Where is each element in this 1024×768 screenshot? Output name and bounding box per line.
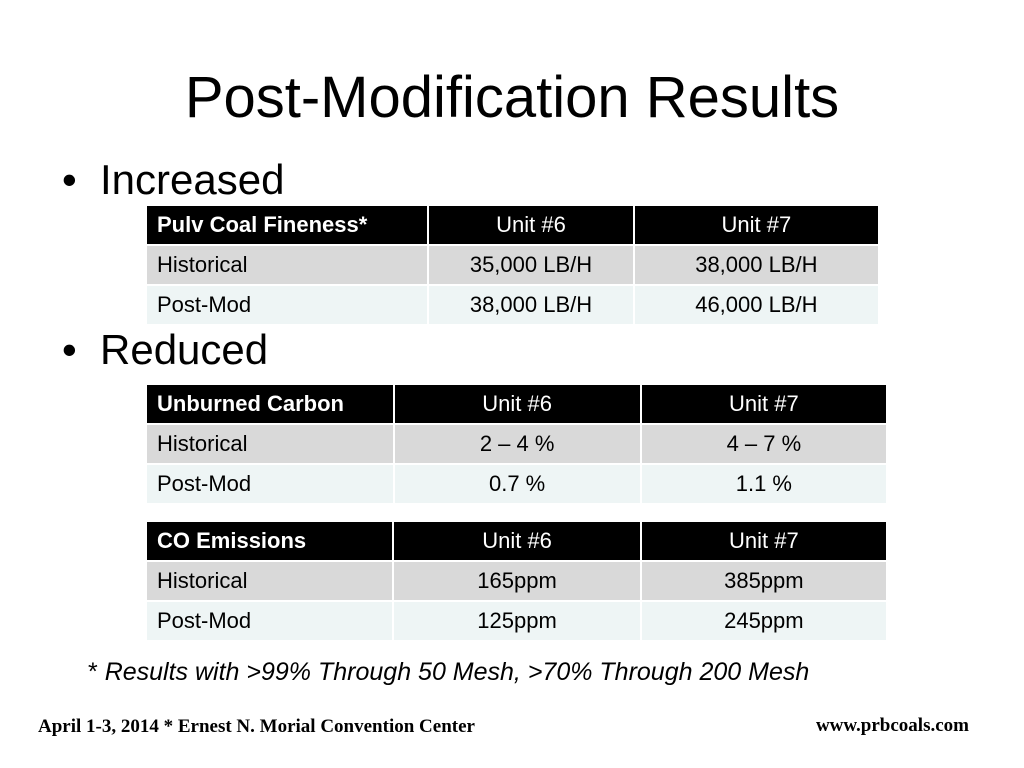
- row-label: Historical: [144, 244, 430, 286]
- table-cell: 46,000 LB/H: [632, 284, 881, 326]
- header-cell: Unit #6: [427, 204, 635, 246]
- table-cell: 245ppm: [639, 600, 889, 642]
- bullet-label: Increased: [100, 156, 285, 203]
- footnote-text: Results with >99% Through 50 Mesh, >70% …: [104, 658, 810, 686]
- bullet-marker: •: [62, 326, 77, 373]
- header-cell: Unit #7: [639, 520, 889, 562]
- slide-title: Post-Modification Results: [184, 65, 840, 130]
- bullet-increased: • Increased: [62, 155, 284, 205]
- table-row: Historical 2 – 4 % 4 – 7 %: [145, 423, 889, 465]
- bullet-label: Reduced: [100, 326, 269, 373]
- table-row: Post-Mod 0.7 % 1.1 %: [145, 463, 889, 505]
- header-cell: Unburned Carbon: [145, 383, 395, 425]
- row-label: Post-Mod: [145, 463, 395, 505]
- table-header-row: CO Emissions Unit #6 Unit #7: [144, 520, 889, 562]
- table-cell: 125ppm: [392, 600, 642, 642]
- header-cell: Unit #7: [639, 383, 889, 425]
- table-row: Historical 35,000 LB/H 38,000 LB/H: [144, 244, 881, 286]
- header-cell: CO Emissions: [144, 520, 395, 562]
- header-cell: Unit #7: [632, 204, 881, 246]
- footer-website: www.prbcoals.com: [815, 715, 969, 736]
- header-cell: Unit #6: [392, 383, 642, 425]
- table-row: Post-Mod 125ppm 245ppm: [144, 600, 889, 642]
- table-cell: 0.7 %: [392, 463, 642, 505]
- table-cell: 38,000 LB/H: [427, 284, 635, 326]
- table-cell: 4 – 7 %: [639, 423, 889, 465]
- footnote-marker: *: [88, 658, 98, 686]
- footnote: * Results with >99% Through 50 Mesh, >70…: [88, 656, 809, 688]
- footer-event-info: April 1-3, 2014 * Ernest N. Morial Conve…: [38, 716, 475, 737]
- table-row: Post-Mod 38,000 LB/H 46,000 LB/H: [144, 284, 881, 326]
- coal-fineness-table: Pulv Coal Fineness* Unit #6 Unit #7 Hist…: [144, 204, 881, 326]
- table-cell: 1.1 %: [639, 463, 889, 505]
- table-cell: 2 – 4 %: [392, 423, 642, 465]
- table-cell: 35,000 LB/H: [427, 244, 635, 286]
- header-cell: Pulv Coal Fineness*: [144, 204, 430, 246]
- co-emissions-table: CO Emissions Unit #6 Unit #7 Historical …: [144, 520, 889, 642]
- table-header-row: Unburned Carbon Unit #6 Unit #7: [145, 383, 889, 425]
- header-cell: Unit #6: [392, 520, 642, 562]
- row-label: Historical: [144, 560, 395, 602]
- table-cell: 38,000 LB/H: [632, 244, 881, 286]
- bullet-marker: •: [62, 156, 77, 203]
- table-header-row: Pulv Coal Fineness* Unit #6 Unit #7: [144, 204, 881, 246]
- unburned-carbon-table: Unburned Carbon Unit #6 Unit #7 Historic…: [145, 383, 889, 505]
- bullet-reduced: • Reduced: [62, 325, 268, 375]
- row-label: Post-Mod: [144, 600, 395, 642]
- row-label: Historical: [145, 423, 395, 465]
- table-cell: 385ppm: [639, 560, 889, 602]
- row-label: Post-Mod: [144, 284, 430, 326]
- table-cell: 165ppm: [392, 560, 642, 602]
- table-row: Historical 165ppm 385ppm: [144, 560, 889, 602]
